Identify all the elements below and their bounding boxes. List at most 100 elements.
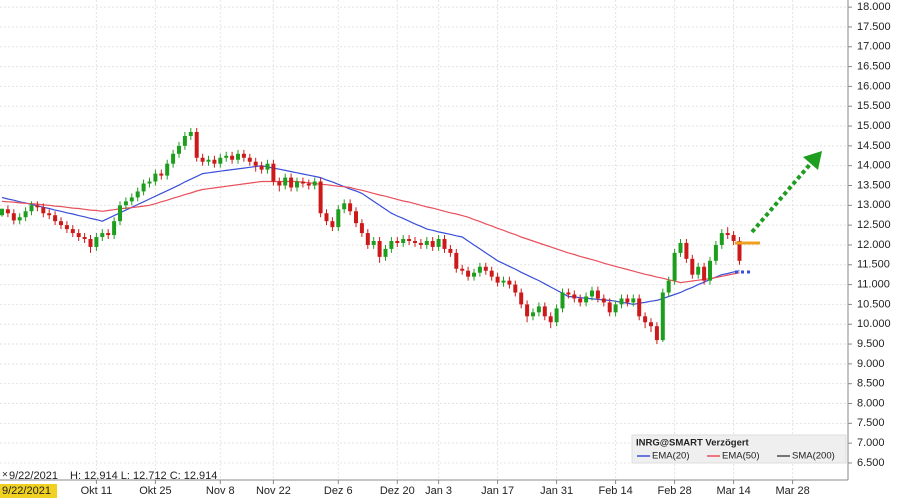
y-tick-label: 15.500 (857, 100, 891, 112)
candle-body (401, 239, 406, 243)
candle-body (690, 258, 695, 275)
annotation-arrow-head (803, 151, 822, 170)
candle-body (236, 153, 240, 160)
candle-body (112, 221, 117, 236)
candle-body (660, 292, 665, 341)
candle-body (619, 298, 624, 305)
candle-body (678, 242, 683, 253)
candle-body (377, 240, 382, 257)
candle-body (159, 173, 164, 176)
candle-body (247, 157, 252, 162)
candle-body (177, 145, 181, 154)
candle-body (607, 302, 612, 313)
candle-body (171, 153, 176, 164)
candle-body (489, 270, 494, 277)
y-tick-label: 14.000 (857, 160, 891, 172)
candle-body (165, 163, 170, 176)
candle-body (654, 326, 659, 341)
candle-body (702, 266, 707, 281)
candle-body (212, 159, 217, 164)
y-tick-label: 11.000 (857, 278, 890, 290)
candle-body (29, 205, 34, 212)
y-tick-label: 16.500 (857, 60, 891, 72)
candle-body (684, 242, 689, 259)
candle-body (389, 240, 394, 249)
candle-body (466, 270, 471, 277)
x-tick-label: Jan 17 (481, 485, 514, 497)
candle-body (271, 163, 276, 182)
candle-body (295, 181, 299, 188)
candle-body (507, 280, 512, 285)
candle-body (731, 235, 736, 241)
candle-body (76, 233, 81, 238)
candle-body (324, 213, 329, 222)
candle-body (595, 290, 600, 299)
candle-body (395, 240, 400, 243)
candle-body (318, 181, 323, 214)
candle-body (560, 292, 565, 309)
candle-body (359, 223, 364, 234)
candle-body (59, 221, 63, 226)
candles (0, 128, 742, 345)
candle-body (283, 177, 288, 186)
candle-body (495, 276, 500, 283)
candle-body (259, 165, 264, 170)
candle-body (118, 205, 122, 222)
candle-body (224, 155, 229, 158)
candle-body (713, 244, 718, 261)
candle-body (477, 266, 482, 273)
candle-body (460, 268, 465, 271)
y-tick-label: 9.000 (857, 358, 885, 370)
candle-body (554, 308, 559, 323)
candle-body (737, 240, 742, 261)
y-tick-label: 13.500 (857, 179, 891, 191)
candle-body (371, 240, 376, 245)
candle-body (17, 217, 22, 221)
candle-body (206, 159, 211, 162)
annotation-arrow (750, 160, 814, 234)
candle-body (572, 294, 577, 299)
y-tick-label: 12.000 (857, 239, 891, 251)
x-tick-label: Nov 22 (256, 485, 291, 497)
candle-body (342, 203, 347, 210)
candle-body (513, 284, 518, 293)
candle-body (719, 233, 724, 245)
x-tick-label: Okt 11 (81, 485, 113, 497)
legend-label: SMA(200) (792, 451, 835, 462)
candle-body (241, 153, 246, 158)
candle-body (194, 131, 199, 158)
candle-body (365, 233, 370, 245)
y-tick-label: 8.500 (857, 378, 885, 390)
candle-body (448, 248, 453, 253)
candle-body (64, 225, 69, 230)
candle-body (590, 290, 594, 297)
candle-body (70, 229, 75, 234)
x-tick-label: Okt 25 (139, 485, 171, 497)
indicator-line (1, 165, 740, 306)
candle-body (696, 266, 701, 275)
y-tick-label: 8.000 (857, 397, 885, 409)
indicator-lines (1, 165, 740, 306)
cursor-marker: × (2, 470, 8, 481)
candle-body (218, 157, 223, 164)
x-tick-label: Nov 8 (206, 485, 235, 497)
candle-body (88, 239, 93, 247)
y-tick-label: 17.000 (857, 41, 891, 53)
axis-labels: 6.500 7.000 7.500 8.000 8.500 9.000 9.500 10.00… (81, 1, 891, 497)
y-tick-label: 16.000 (857, 80, 891, 92)
candle-body (135, 191, 140, 198)
candle-body (625, 298, 630, 303)
candle-body (35, 205, 40, 208)
candle-body (129, 197, 134, 202)
candle-body (230, 155, 235, 160)
x-tick-label: Feb 14 (598, 485, 632, 497)
candle-body (407, 239, 412, 241)
x-tick-label: Mar 28 (775, 485, 809, 497)
candle-body (277, 181, 282, 186)
candle-body (100, 233, 105, 238)
candle-body (188, 131, 193, 136)
candle-body (672, 252, 677, 281)
y-tick-label: 10.500 (857, 298, 891, 310)
candle-body (141, 183, 146, 192)
candle-body (519, 292, 524, 305)
